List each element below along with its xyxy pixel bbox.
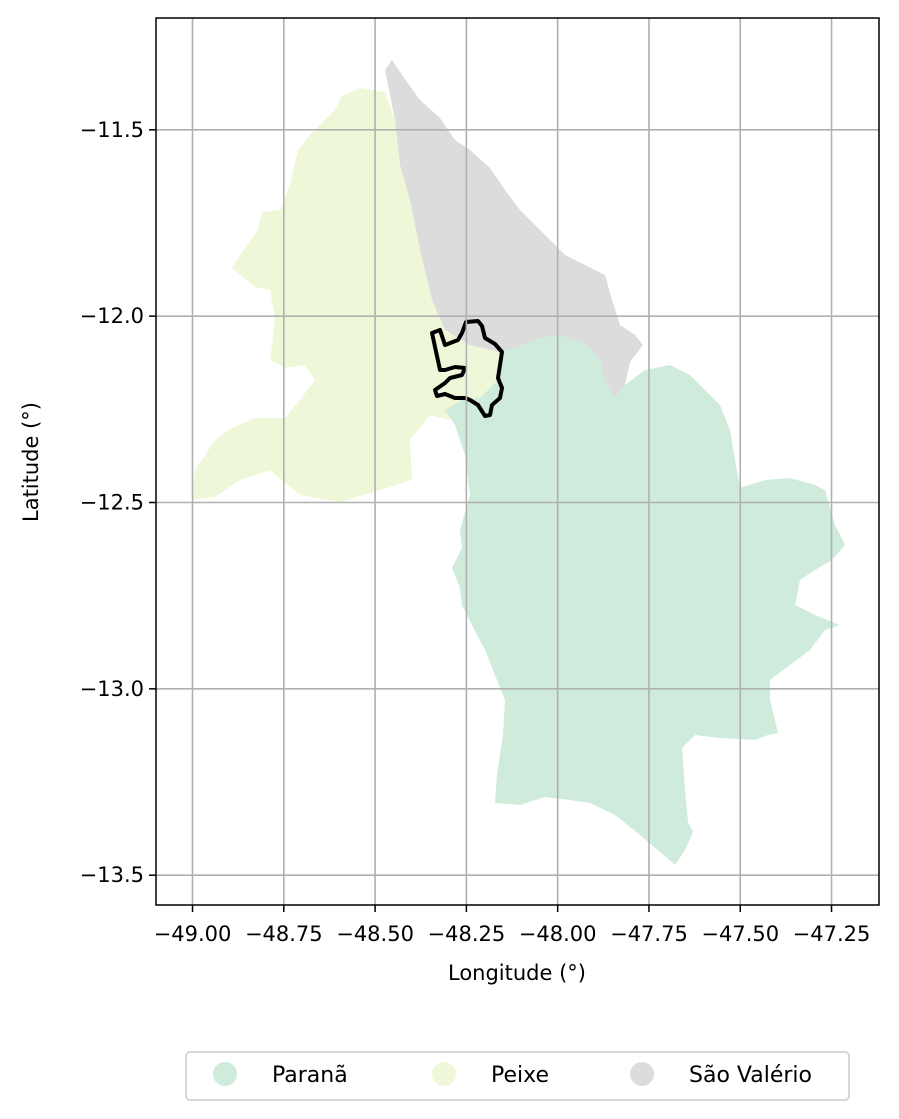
x-axis-ticks: −49.00 −48.75 −48.50 −48.25 −48.00 −47.75 −47.…: [154, 905, 871, 946]
x-tick-label: −47.25: [793, 922, 871, 946]
y-tick-label: −13.5: [80, 863, 144, 887]
region-parana: [445, 335, 845, 865]
legend-marker-parana: [213, 1062, 237, 1086]
region-sao-valerio: [385, 60, 643, 400]
x-tick-label: −49.00: [154, 922, 232, 946]
legend-label-parana: Paranã: [272, 1063, 348, 1088]
x-axis-label: Longitude (°): [448, 961, 586, 985]
highlight-outline: [430, 319, 504, 418]
legend-label-peixe: Peixe: [491, 1063, 549, 1088]
legend-box: [185, 1051, 850, 1101]
legend-marker-sao-valerio: [630, 1062, 654, 1086]
region-peixe: [192, 88, 515, 502]
x-tick-label: −48.50: [336, 922, 414, 946]
x-tick-label: −47.75: [610, 922, 688, 946]
legend: Paranã Peixe São Valério: [185, 1051, 850, 1101]
y-tick-label: −12.0: [80, 304, 144, 328]
legend-label-sao-valerio: São Valério: [689, 1063, 812, 1088]
y-axis-label: Latitude (°): [19, 402, 43, 522]
y-tick-label: −11.5: [80, 118, 144, 142]
grid-lines: [156, 18, 879, 905]
plot-frame: [155, 17, 880, 906]
x-tick-label: −48.00: [519, 922, 597, 946]
legend-marker-peixe: [432, 1062, 456, 1086]
y-tick-label: −13.0: [80, 677, 144, 701]
y-tick-label: −12.5: [80, 490, 144, 514]
map-regions: [192, 60, 845, 865]
x-tick-label: −47.50: [701, 922, 779, 946]
x-tick-label: −48.75: [245, 922, 323, 946]
y-axis-ticks: −11.5 −12.0 −12.5 −13.0 −13.5: [80, 118, 156, 887]
x-tick-label: −48.25: [428, 922, 506, 946]
